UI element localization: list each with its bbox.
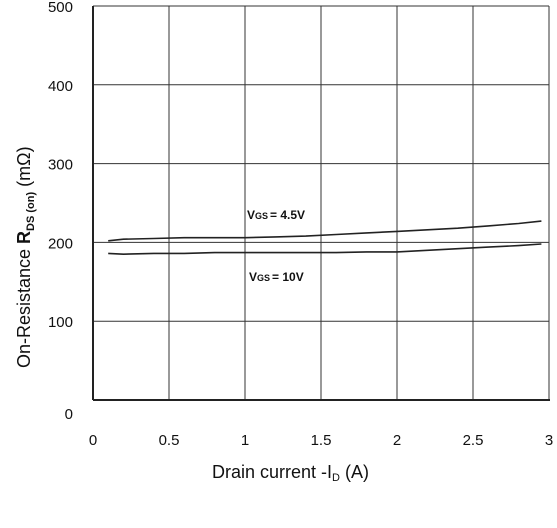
y-tick-label-2: 200 (48, 235, 73, 252)
x-tick-label-3: 1.5 (311, 432, 332, 449)
x-tick-label-2: 1 (241, 432, 249, 449)
plot-frame (92, 6, 550, 401)
series-line-0 (108, 220, 542, 242)
y-tick-label-3: 300 (48, 157, 73, 174)
y-tick-label-0: 0 (65, 406, 73, 423)
x-tick-label-6: 3 (545, 432, 553, 449)
y-axis-title: On-Resistance RDS (on) (mΩ) (14, 146, 37, 368)
x-tick-label-4: 2 (393, 432, 401, 449)
tick-labels: 0 100 200 300 400 500 0 0.5 1 1.5 2 2.5 3 (48, 0, 553, 449)
y-tick-label-5: 500 (48, 0, 73, 16)
series-label-vgs-10v: VGS = 10V (249, 270, 304, 284)
series-label-vgs-4-5v: VGS = 4.5V (247, 208, 305, 222)
series-layer (108, 220, 542, 256)
y-tick-label-4: 400 (48, 78, 73, 95)
x-axis-title: Drain current -ID (A) (212, 462, 369, 484)
x-tick-label-5: 2.5 (463, 432, 484, 449)
grid-layer (93, 5, 550, 400)
x-tick-label-1: 0.5 (159, 432, 180, 449)
series-line-1 (108, 243, 542, 256)
y-tick-label-1: 100 (48, 314, 73, 331)
x-tick-label-0: 0 (89, 432, 97, 449)
